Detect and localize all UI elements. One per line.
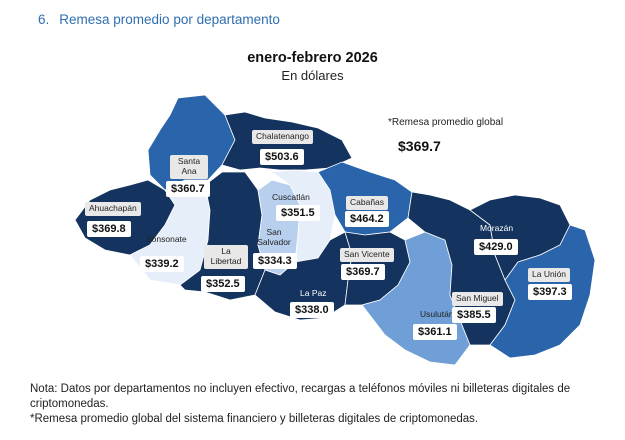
dept-value-la-paz: $338.0 bbox=[290, 302, 334, 318]
dept-value-sonsonate: $339.2 bbox=[140, 256, 184, 272]
dept-value-santa-ana: $360.7 bbox=[166, 181, 210, 197]
dept-label-cabanas: Cabañas bbox=[346, 196, 389, 210]
dept-value-san-miguel: $385.5 bbox=[452, 307, 496, 323]
dept-label-ahuachapan: Ahuachapán bbox=[85, 202, 141, 216]
el-salvador-map bbox=[74, 94, 596, 366]
dept-label-la-union: La Unión bbox=[528, 268, 571, 282]
map-title: enero-febrero 2026 bbox=[247, 50, 378, 66]
dept-label-san-vicente: San Vicente bbox=[340, 248, 394, 262]
dept-label-sonsonate: Sonsonate bbox=[146, 234, 187, 244]
dept-label-morazan: Morazán bbox=[480, 223, 514, 233]
dept-label-san-salvador: San Salvador bbox=[250, 226, 298, 250]
footnote-global-note: *Remesa promedio global del sistema fina… bbox=[30, 412, 479, 425]
dept-value-chalatenango: $503.6 bbox=[260, 149, 304, 165]
dept-label-santa-ana-text: Santa Ana bbox=[177, 156, 201, 176]
dept-label-chalatenango: Chalatenango bbox=[252, 130, 313, 144]
dept-value-la-union: $397.3 bbox=[528, 284, 572, 300]
dept-label-santa-ana: Santa Ana bbox=[170, 155, 208, 179]
dept-label-san-salvador-text: San Salvador bbox=[257, 227, 291, 247]
dept-label-cuscatlan: Cuscatlán bbox=[272, 192, 310, 202]
global-average-label: *Remesa promedio global bbox=[388, 117, 504, 128]
dept-value-la-libertad: $352.5 bbox=[201, 276, 245, 292]
section-number: 6. bbox=[38, 12, 50, 27]
section-title-text: Remesa promedio por departamento bbox=[59, 12, 280, 27]
dept-value-cuscatlan: $351.5 bbox=[276, 205, 320, 221]
global-average-value: $369.7 bbox=[398, 138, 441, 154]
map-subtitle: En dólares bbox=[281, 68, 344, 83]
dept-label-la-libertad-text: La Libertad bbox=[210, 246, 242, 266]
dept-label-usulutan: Usulután bbox=[420, 309, 454, 319]
dept-value-cabanas: $464.2 bbox=[345, 211, 389, 227]
dept-value-ahuachapan: $369.8 bbox=[87, 221, 131, 237]
dept-label-san-miguel: San Miguel bbox=[452, 292, 503, 306]
footnotes: Nota: Datos por departamentos no incluye… bbox=[30, 382, 620, 427]
global-average: *Remesa promedio global $369.7 bbox=[388, 117, 528, 154]
dept-label-la-paz: La Paz bbox=[300, 288, 327, 298]
dept-value-morazan: $429.0 bbox=[474, 239, 518, 255]
dept-label-la-libertad: La Libertad bbox=[204, 245, 248, 269]
dept-value-san-salvador: $334.3 bbox=[253, 253, 297, 269]
section-title: 6. Remesa promedio por departamento bbox=[38, 12, 280, 27]
dept-value-usulutan: $361.1 bbox=[413, 324, 457, 340]
footnote-data-note: Nota: Datos por departamentos no incluye… bbox=[30, 383, 571, 410]
dept-value-san-vicente: $369.7 bbox=[341, 264, 385, 280]
